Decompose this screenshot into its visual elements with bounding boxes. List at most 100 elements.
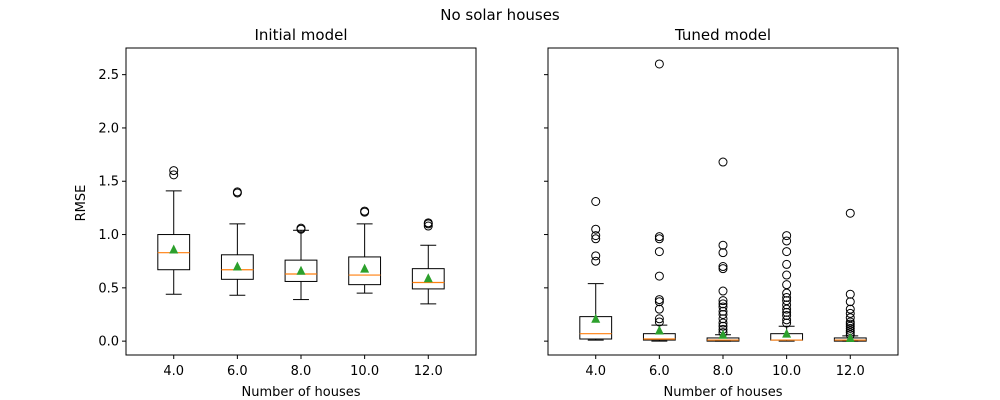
outlier-point [591,231,601,241]
box [284,259,318,282]
box [411,268,445,290]
outlier-point [169,170,179,180]
outlier-point [845,297,855,307]
mean-marker [782,328,792,338]
outlier-point [718,264,728,274]
y-tick-label: 2.5 [98,68,119,83]
mean-marker [591,313,601,323]
outlier-point [845,208,855,218]
outlier-point [360,206,370,216]
outlier-point [718,318,728,328]
outlier-point [845,323,855,333]
outlier-point [232,187,242,197]
outlier-point [845,319,855,329]
outlier-point [169,166,179,176]
y-tick-label: 1.0 [98,228,119,243]
outlier-point [654,297,664,307]
x-tick-label: 8.0 [291,364,312,379]
mean-marker [654,325,664,335]
outlier-point [296,223,306,233]
panel-tuned-model: Tuned model Number of houses 4.0 6.0 8.0 10… [544,26,899,400]
y-tick-label: 2.0 [98,121,119,136]
axes-frame [547,47,899,356]
outlier-point [591,197,601,206]
x-tick-label: 4.0 [163,364,184,379]
plot-area: 4.0 6.0 8.0 10.0 12.0 [544,59,867,379]
outlier-point [782,307,792,317]
y-tick-label: 0.0 [98,335,119,350]
mean-marker [423,273,433,283]
x-tick-label: 4.0 [585,364,606,379]
outlier-point [782,315,792,325]
outlier-point [654,234,664,244]
mean-marker [718,329,728,339]
mean-marker [169,244,179,254]
box [348,256,382,286]
outlier-point [845,308,855,318]
outlier-point [718,314,728,324]
panel-initial-model: Initial model Number of houses RMSE 0.00… [74,26,477,400]
outlier-point [718,286,728,296]
outlier-point [845,313,855,323]
outlier-point [591,224,601,234]
y-axis-label: RMSE [74,185,89,222]
outlier-point [782,280,792,290]
y-tick-label: 1.5 [98,175,119,190]
x-tick-label: 12.0 [836,364,865,379]
outlier-point [718,296,728,306]
outlier-point [718,240,728,250]
figure-suptitle: No solar houses [440,6,560,24]
outlier-point [782,292,792,302]
x-tick-label: 10.0 [350,364,379,379]
outlier-point [654,232,664,242]
panel-title: Initial model [255,26,348,44]
box [220,254,254,280]
outlier-point [782,288,792,298]
x-tick-label: 12.0 [414,364,443,379]
outlier-point [782,231,792,241]
outlier-point [718,157,728,167]
plot-area: 0.0 0.5 1.0 1.5 2.0 2.5 4.0 6.0 8.0 10.0 12.0 [98,68,445,379]
x-tick-label: 8.0 [713,364,734,379]
outlier-point [782,270,792,280]
outlier-point [718,248,728,258]
outlier-point [654,247,664,257]
panel-title: Tuned model [674,26,771,44]
outlier-point [654,314,664,324]
x-tick-label: 6.0 [649,364,670,379]
mean-marker [360,263,370,273]
outlier-point [845,321,855,331]
mean-marker [296,265,306,275]
outlier-point [718,306,728,316]
outlier-point [782,304,792,314]
x-axis-label: Number of houses [664,385,783,400]
x-axis-label: Number of houses [242,385,361,400]
outlier-point [845,289,855,299]
x-tick-label: 6.0 [227,364,248,379]
outlier-point [782,296,792,306]
outlier-point [591,256,601,266]
y-tick-label: 0.5 [98,281,119,296]
mean-marker [232,261,242,271]
outlier-point [845,304,855,314]
outlier-point [782,236,792,246]
outlier-point [718,299,728,309]
outlier-point [591,251,601,261]
outlier-point [591,234,601,244]
outlier-point [423,221,433,231]
outlier-point [718,302,728,312]
x-tick-label: 10.0 [772,364,801,379]
outlier-point [423,218,433,228]
axes-frame [125,47,477,356]
outlier-point [782,247,792,257]
outlier-point [654,304,664,314]
outlier-point [782,259,792,269]
mean-marker [845,332,855,342]
outlier-point [782,300,792,310]
outlier-point [654,295,664,305]
outlier-point [845,317,855,327]
outlier-point [654,59,664,69]
outlier-point [782,311,792,321]
outlier-point [718,262,728,272]
